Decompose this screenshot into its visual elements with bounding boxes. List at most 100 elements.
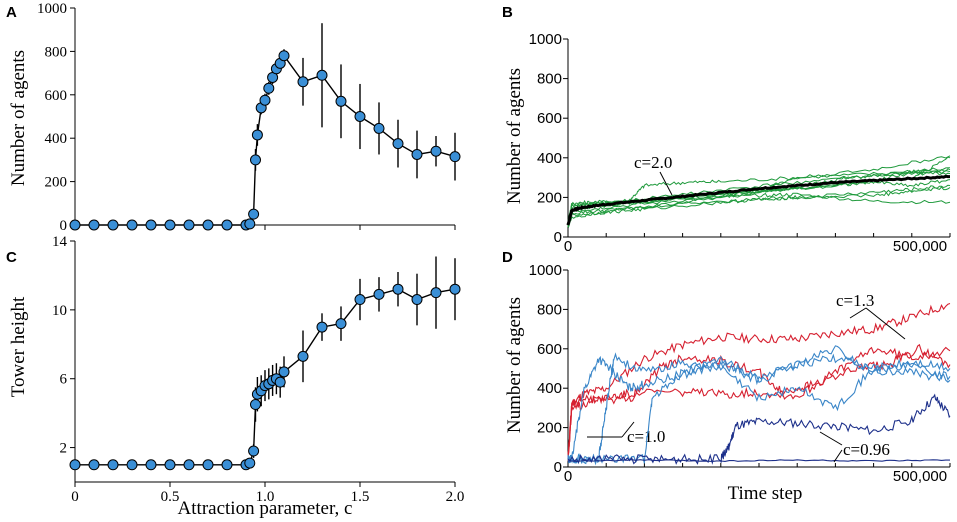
panel-d-ytick-label: 1000: [529, 262, 562, 279]
panel-b-ytick-label: 800: [537, 71, 562, 88]
panel-a-data-point: [69, 219, 81, 231]
panel-c-data-point: [221, 459, 233, 471]
panel-d-annotation-pointer: [865, 307, 906, 340]
panel-c-data-point: [145, 459, 157, 471]
panel-b-ytick-label: 1000: [529, 31, 562, 48]
panel-a-data-point: [164, 219, 176, 231]
panel-c-xtick-label: 1.5: [351, 489, 370, 505]
panel-b-annotation: c=2.0: [634, 153, 672, 172]
panel-letter-a: A: [6, 4, 17, 21]
panel-d-ytick-label: 200: [537, 420, 562, 437]
panel-a-data-point: [248, 208, 260, 220]
panel-a-data-point: [244, 218, 256, 230]
panel-a-data-point: [430, 145, 442, 157]
panel-b-run-line: [567, 171, 951, 223]
panel-d-ylabel: Number of agents: [504, 297, 525, 433]
panel-a-data-point: [392, 138, 404, 150]
panel-a-data-point: [259, 94, 271, 106]
panel-c-data-point: [411, 294, 423, 306]
panel-c-data-point: [69, 459, 81, 471]
panel-a-data-point: [145, 219, 157, 231]
panel-c-data-point: [373, 288, 385, 300]
panel-a-data-point: [251, 129, 263, 141]
panel-d-ytick-label: 400: [537, 380, 562, 397]
panel-d-annotation-pointer: [621, 421, 635, 438]
panel-a-data-point: [354, 111, 366, 122]
panel-c-data-point: [107, 459, 119, 471]
panel-d-series-line: [567, 343, 951, 460]
panel-c-xtick-label: 2.0: [446, 489, 465, 505]
panel-b-ytick-label: 0: [554, 229, 562, 246]
panel-c-data-point: [244, 457, 256, 469]
panel-b-mean-line: [566, 174, 950, 226]
panel-d-xtick-label: 0: [564, 468, 572, 485]
panel-b-annotation-pointer: [659, 171, 673, 196]
panel-b-ytick-label: 400: [537, 150, 562, 167]
panel-c-data-point: [274, 376, 286, 388]
panel-b-xtick-label: 0: [564, 238, 572, 255]
panel-c-data-point: [202, 459, 214, 471]
panel-d-ytick-label: 600: [537, 341, 562, 358]
panel-d-ytick-label: 800: [537, 301, 562, 318]
panel-a-ytick-label: 800: [45, 44, 68, 60]
panel-b-ylabel: Number of agents: [504, 68, 525, 204]
panel-d-xtick-label: 500,000: [893, 468, 947, 485]
panel-d-xlabel: Time step: [728, 483, 803, 504]
panel-d-ytick-label: 0: [554, 459, 562, 476]
panel-a-data-point: [411, 148, 423, 160]
panel-a-data-point: [263, 82, 275, 94]
panel-c-ytick-label: 6: [60, 372, 68, 388]
panel-c-data-point: [430, 287, 442, 299]
panel-c-data-point: [183, 459, 195, 471]
panel-letter-c: C: [6, 249, 17, 266]
panel-c-data-point: [392, 283, 404, 295]
panel-c-xtick-label: 0.5: [161, 489, 180, 505]
panel-a-data-point: [107, 219, 119, 231]
panel-d-series-line: [567, 345, 951, 463]
panel-d-series-line: [567, 353, 951, 466]
panel-a-data-point: [297, 76, 309, 88]
panel-d-series-line: [567, 393, 951, 465]
panel-c-ytick-label: 10: [52, 303, 67, 319]
panel-a-data-point: [126, 219, 138, 231]
panel-c-data-point: [164, 459, 176, 471]
panel-c-data-point: [88, 459, 100, 471]
panel-c-xtick-label: 0: [71, 489, 79, 505]
panel-a-data-point: [221, 219, 233, 231]
panel-a-ytick-label: 0: [60, 218, 68, 234]
panel-d-annotation-pointer: [819, 431, 843, 446]
panel-c-data-point: [449, 283, 461, 295]
panel-b-ytick-label: 200: [537, 189, 562, 206]
panel-a-ytick-label: 400: [45, 131, 68, 147]
panel-c-xtick-label: 1.0: [256, 489, 275, 505]
panel-b-run-line: [567, 186, 951, 229]
panel-d-series-line: [567, 346, 951, 460]
panel-c-data-point: [278, 366, 290, 378]
panel-c-data-point: [126, 459, 138, 471]
panel-a-data-point: [335, 95, 347, 107]
panel-a-ytick-label: 200: [45, 175, 68, 191]
panel-b-ytick-label: 600: [537, 110, 562, 127]
panel-d-series-line: [568, 459, 950, 463]
panel-d-annotation-pointer: [833, 449, 843, 463]
panel-a-data-point: [88, 219, 100, 231]
panel-c-data-point: [354, 294, 366, 306]
panel-a-ytick-label: 1000: [37, 1, 67, 17]
panel-a-data-point: [202, 219, 214, 231]
panel-a-ytick-label: 600: [45, 88, 68, 104]
panel-letter-b: B: [502, 4, 513, 21]
panel-a-data-point: [250, 154, 261, 166]
panel-a-data-point: [449, 151, 461, 163]
panel-a-data-point: [373, 122, 385, 134]
panel-b-run-line: [567, 192, 951, 226]
panel-c-data-point: [316, 321, 328, 333]
panel-c-data-point: [250, 399, 261, 411]
panel-d-annotation-c096: c=0.96: [843, 440, 890, 459]
panel-c-data-point: [335, 318, 347, 330]
panel-a-data-point: [278, 50, 290, 62]
panel-d-annotation-c10: c=1.0: [627, 427, 665, 446]
panel-b-xtick-label: 500,000: [893, 238, 947, 255]
panel-c-xlabel: Attraction parameter, c: [178, 498, 353, 519]
panel-a-data-point: [183, 219, 195, 231]
